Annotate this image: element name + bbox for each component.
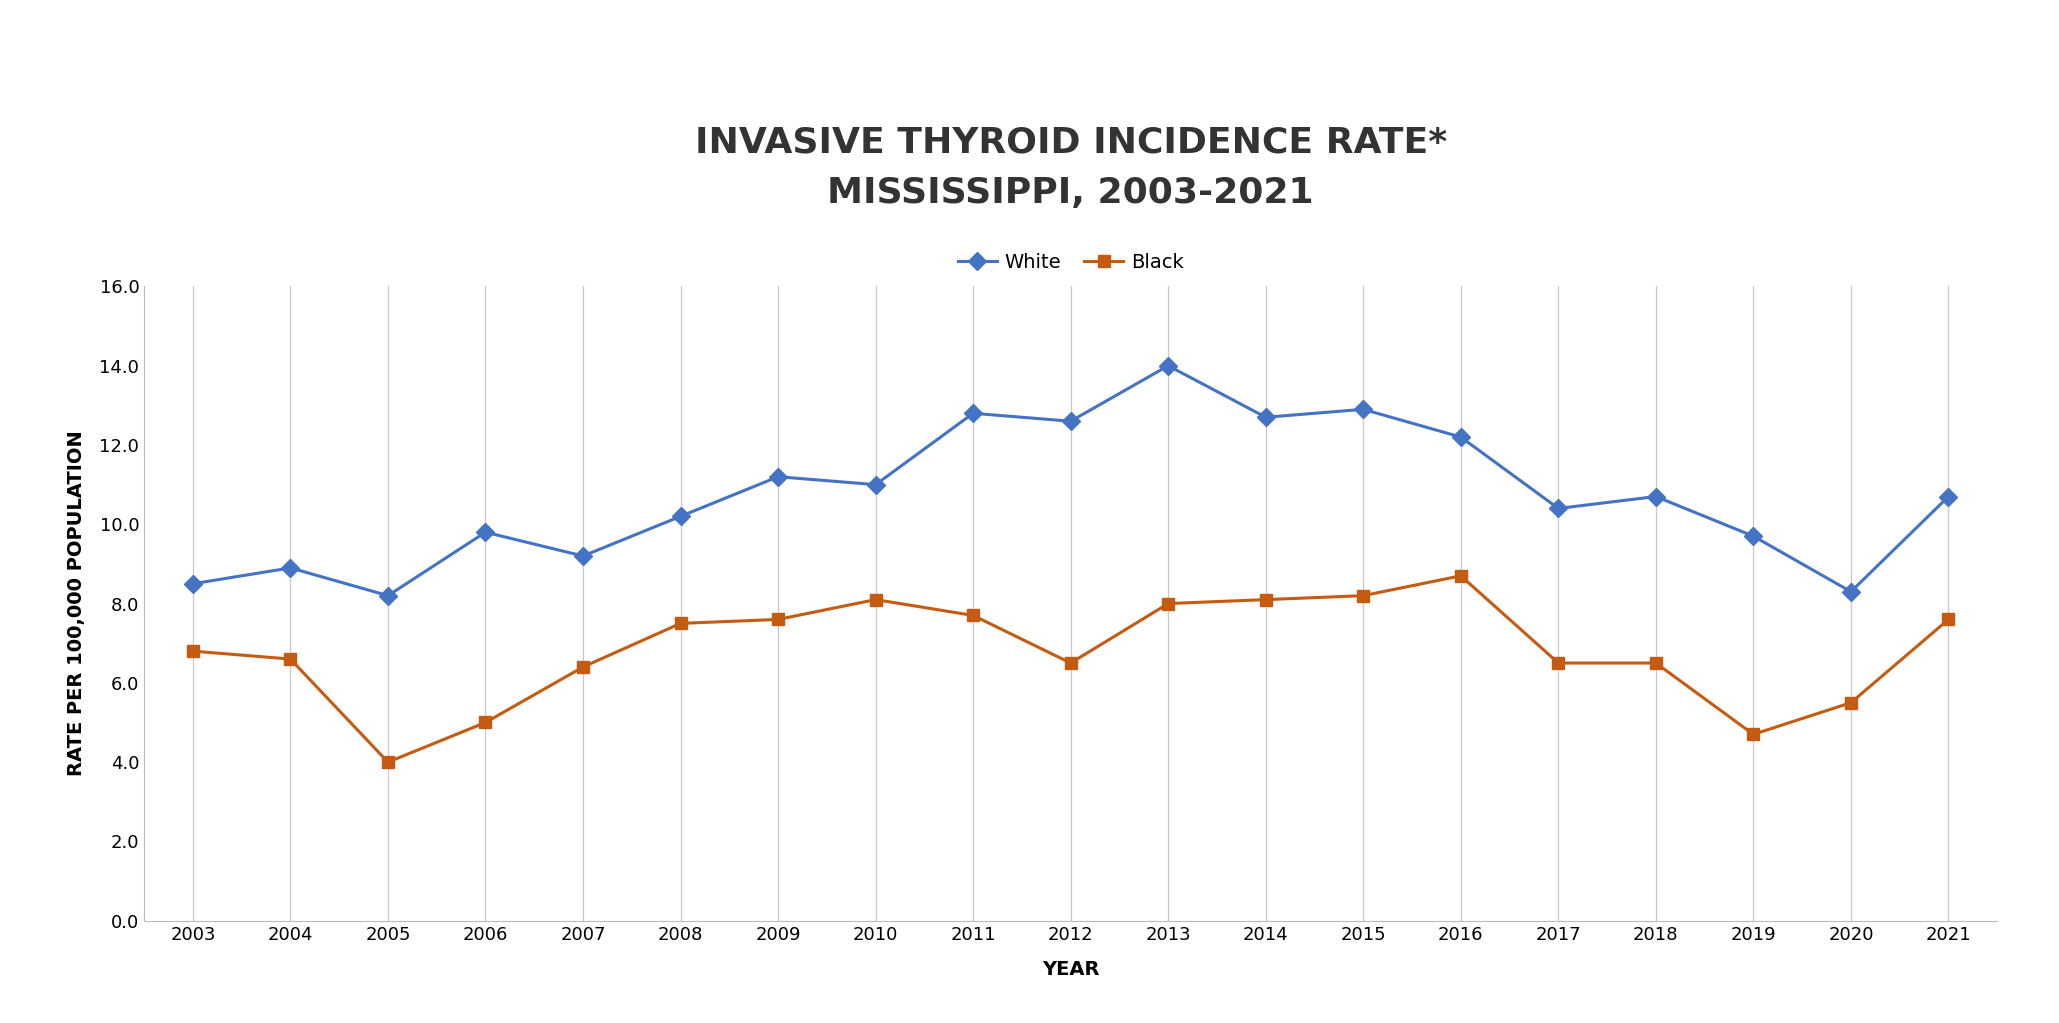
White bbox=[1935, 490, 1960, 502]
Black bbox=[278, 653, 303, 665]
White bbox=[1839, 585, 1863, 597]
White bbox=[1742, 530, 1767, 542]
White bbox=[863, 479, 887, 491]
White bbox=[278, 562, 303, 574]
White bbox=[1254, 411, 1279, 424]
White bbox=[1447, 431, 1472, 443]
White bbox=[1351, 403, 1375, 415]
Black bbox=[1351, 589, 1375, 602]
White bbox=[962, 407, 986, 419]
Black bbox=[1935, 614, 1960, 626]
Black bbox=[962, 610, 986, 622]
Black bbox=[1643, 657, 1668, 669]
White bbox=[766, 471, 791, 483]
Black bbox=[375, 756, 399, 768]
Y-axis label: RATE PER 100,000 POPULATION: RATE PER 100,000 POPULATION bbox=[66, 431, 86, 776]
Black bbox=[1058, 657, 1083, 669]
White bbox=[375, 589, 399, 602]
White bbox=[1643, 490, 1668, 502]
Black bbox=[1155, 597, 1180, 610]
Black bbox=[570, 661, 595, 673]
Black bbox=[181, 646, 206, 658]
Black bbox=[474, 716, 498, 728]
White bbox=[570, 550, 595, 563]
Line: Black: Black bbox=[187, 570, 1954, 768]
Black bbox=[669, 617, 694, 629]
White bbox=[669, 510, 694, 523]
White bbox=[1058, 415, 1083, 428]
White bbox=[181, 578, 206, 590]
Line: White: White bbox=[187, 359, 1954, 602]
Black bbox=[1254, 593, 1279, 606]
Title: INVASIVE THYROID INCIDENCE RATE*
MISSISSIPPI, 2003-2021: INVASIVE THYROID INCIDENCE RATE* MISSISS… bbox=[694, 126, 1447, 210]
White bbox=[1155, 360, 1180, 372]
Legend: White, Black: White, Black bbox=[949, 246, 1192, 280]
Black bbox=[1839, 697, 1863, 709]
X-axis label: YEAR: YEAR bbox=[1042, 961, 1100, 979]
Black bbox=[863, 593, 887, 606]
Black bbox=[766, 614, 791, 626]
White bbox=[474, 526, 498, 538]
Black bbox=[1447, 570, 1472, 582]
Black bbox=[1742, 728, 1767, 741]
White bbox=[1546, 502, 1571, 515]
Black bbox=[1546, 657, 1571, 669]
